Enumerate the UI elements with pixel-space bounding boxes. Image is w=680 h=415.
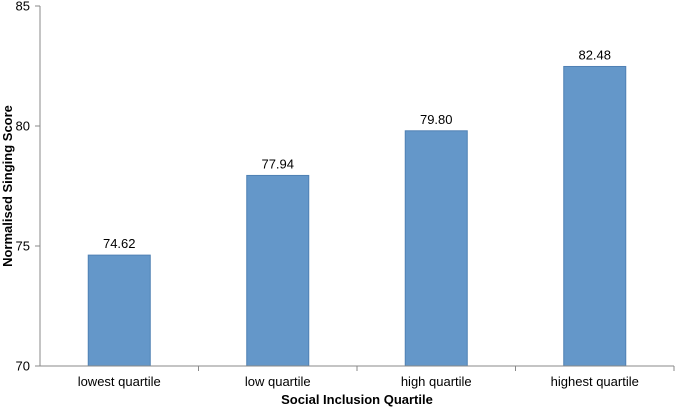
bar xyxy=(563,65,627,367)
y-ticks-layer: 70 75 80 85 xyxy=(16,0,40,374)
x-tick-label: highest quartile xyxy=(551,374,639,389)
y-tick-label: 80 xyxy=(16,119,30,134)
y-tick-label: 75 xyxy=(16,239,30,254)
value-labels-layer: 74.62 77.94 79.80 82.48 xyxy=(103,47,611,251)
bars-layer xyxy=(87,65,627,367)
bar-value-label: 79.80 xyxy=(420,112,453,127)
y-axis-title: Normalised Singing Score xyxy=(0,105,15,267)
y-tick-label: 70 xyxy=(16,359,30,374)
x-ticks-layer: lowest quartile low quartile high quartile… xyxy=(78,366,675,389)
bar xyxy=(87,254,151,367)
x-axis-title: Social Inclusion Quartile xyxy=(281,392,433,407)
x-tick-label: high quartile xyxy=(401,374,472,389)
x-tick-label: low quartile xyxy=(245,374,311,389)
bar xyxy=(404,130,468,367)
bar-value-label: 77.94 xyxy=(261,156,294,171)
y-tick-label: 85 xyxy=(16,0,30,14)
bar xyxy=(246,174,310,367)
x-tick-label: lowest quartile xyxy=(78,374,161,389)
bar-value-label: 82.48 xyxy=(578,47,611,62)
bar-value-label: 74.62 xyxy=(103,236,136,251)
